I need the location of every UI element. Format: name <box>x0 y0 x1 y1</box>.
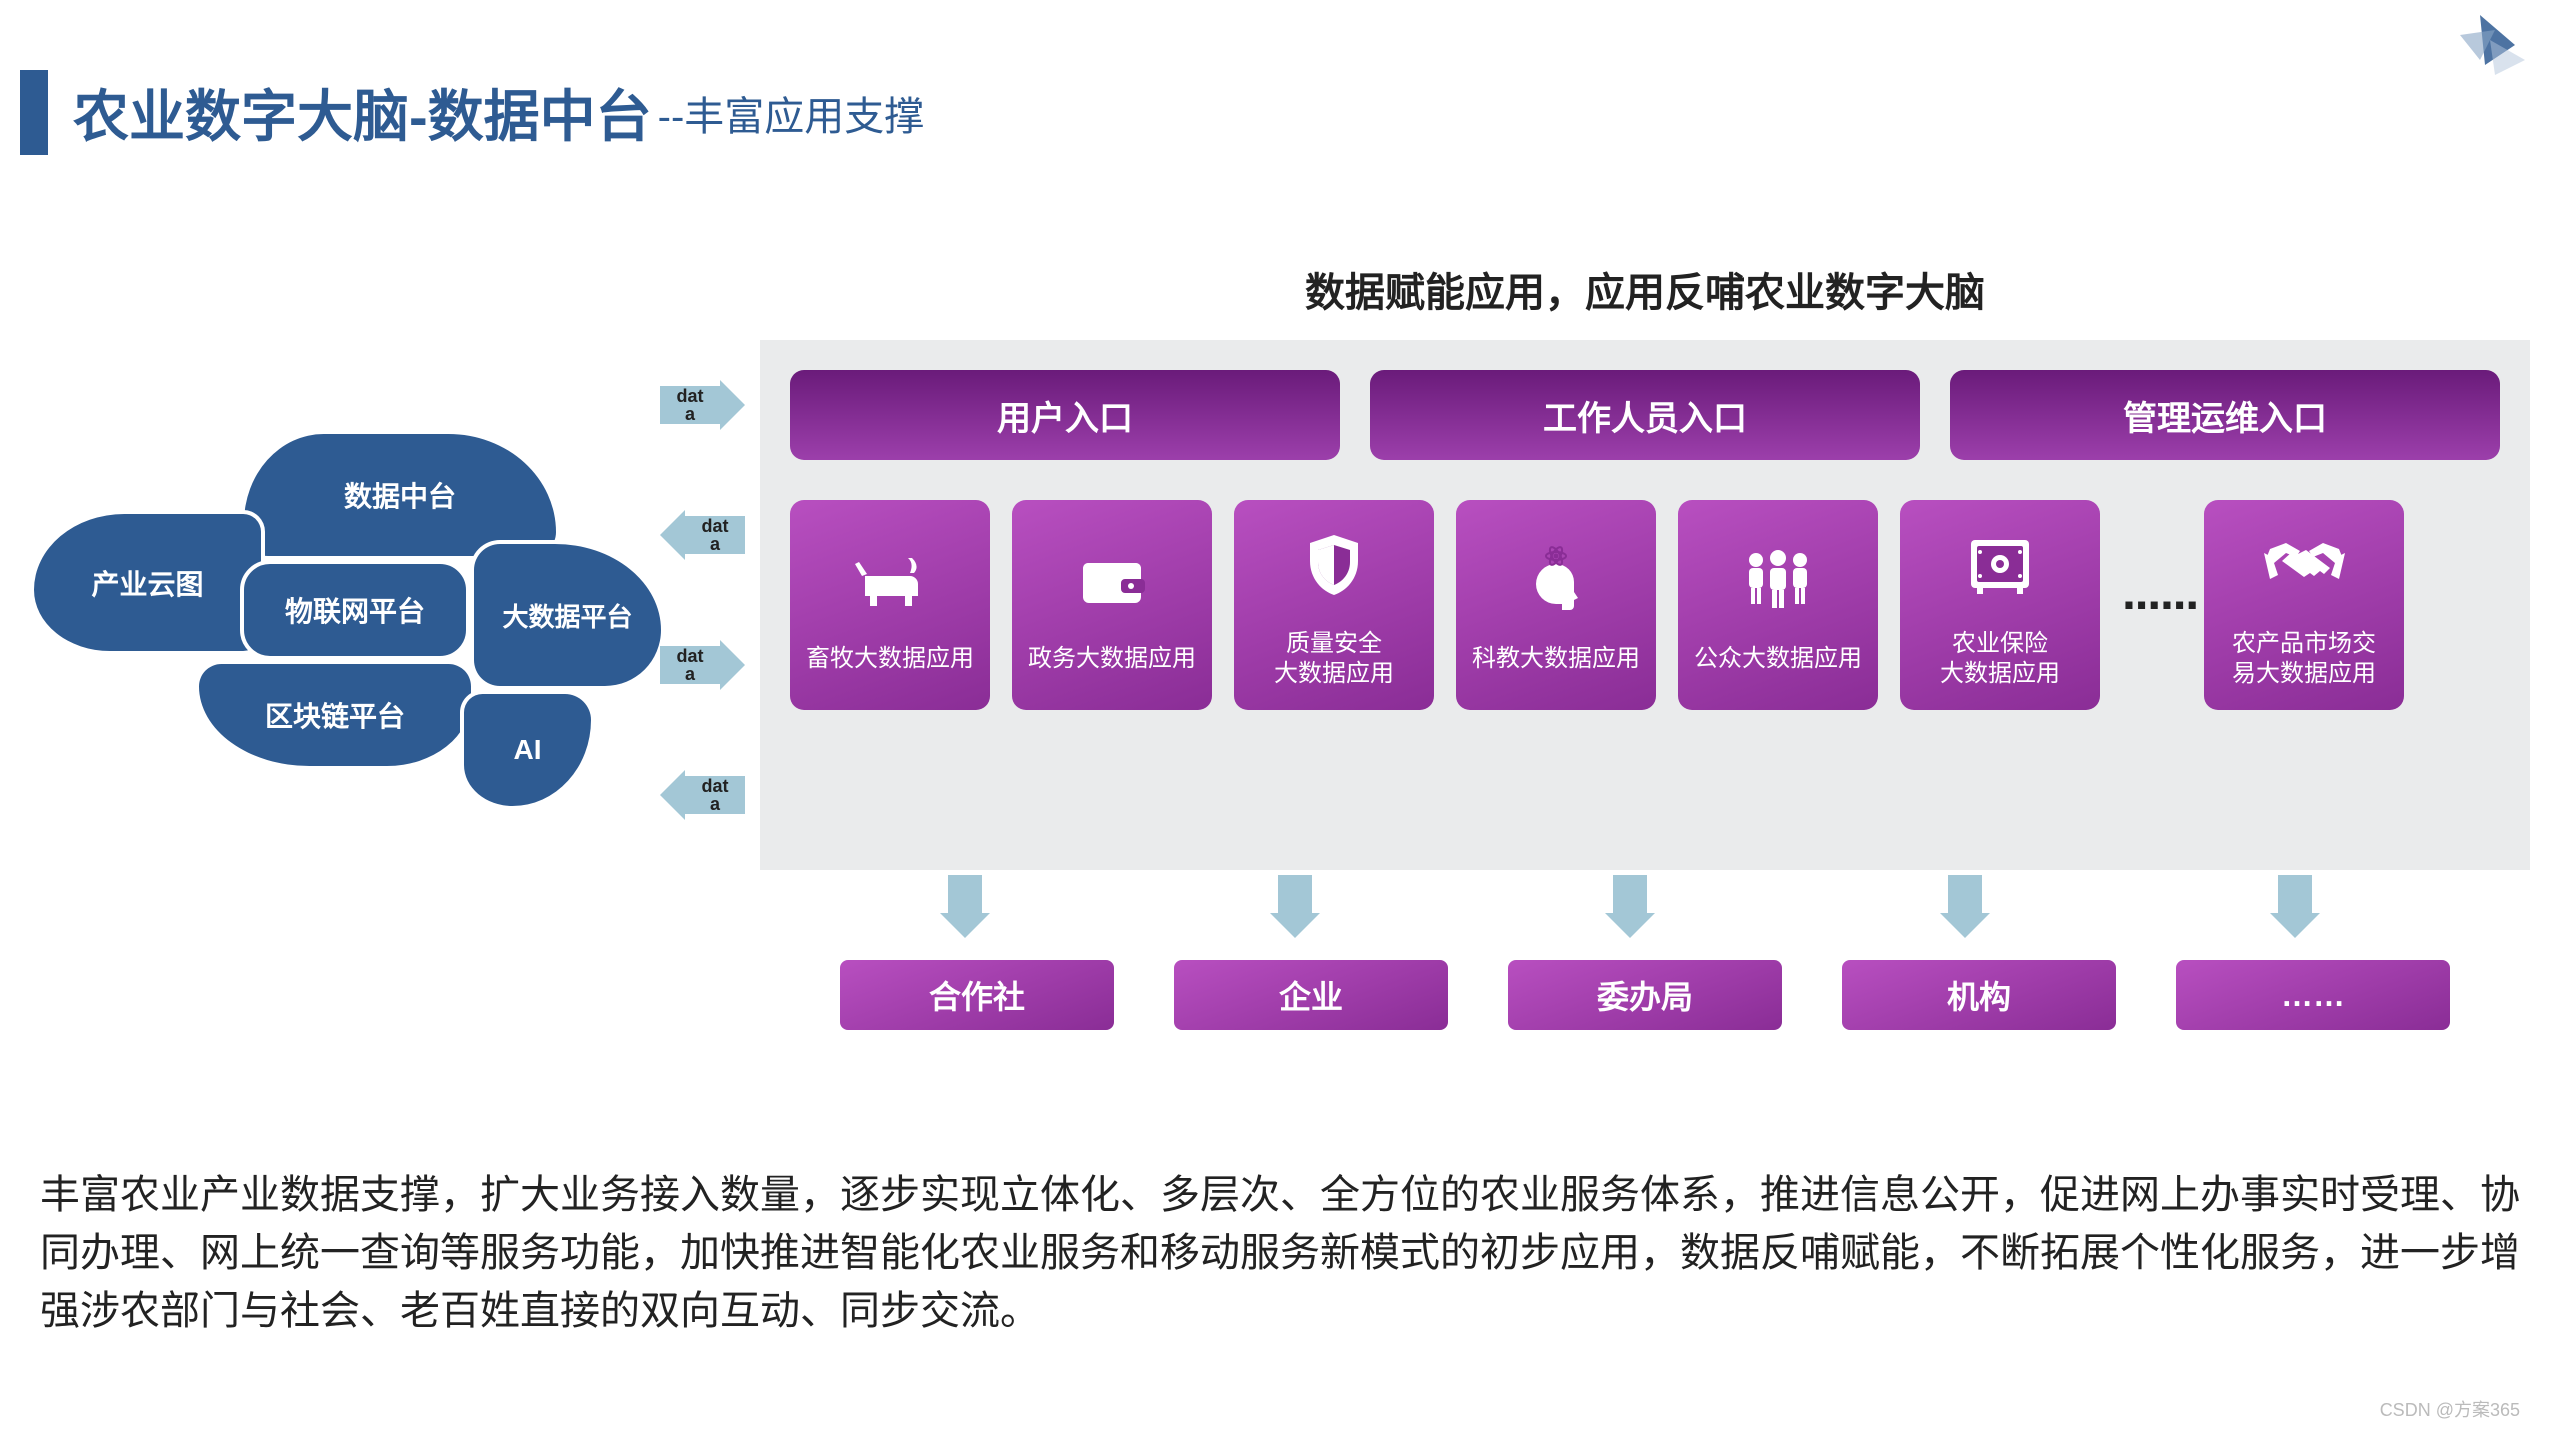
cow-icon <box>850 536 930 626</box>
bottom-boxes-row: 合作社企业委办局机构 …… <box>760 960 2530 1030</box>
app-box: 畜牧大数据应用 <box>790 500 990 710</box>
brain-lobe-label: 大数据平台 <box>502 597 632 634</box>
app-box: 政务大数据应用 <box>1012 500 1212 710</box>
bottom-box: 机构 <box>1842 960 2116 1030</box>
apps-row: 畜牧大数据应用 政务大数据应用 质量安全大数据应用 科教大数据应用 公众大数据应用 农业保… <box>790 500 2500 710</box>
entry-box: 用户入口 <box>790 370 1340 460</box>
app-label: 农业保险大数据应用 <box>1940 629 2060 689</box>
down-arrow-icon <box>940 875 990 938</box>
brain-lobe-label: AI <box>514 734 542 766</box>
bottom-box: 委办局 <box>1508 960 1782 1030</box>
brain-lobe-blockchain-platform: 区块链平台 <box>195 660 475 770</box>
brain-graphic: 数据中台 产业云图 物联网平台 大数据平台 区块链平台 AI <box>30 430 660 830</box>
brain-lobe-bigdata-platform: 大数据平台 <box>470 540 665 690</box>
app-label: 质量安全大数据应用 <box>1274 629 1394 689</box>
title-main: 农业数字大脑-数据中台 <box>73 72 652 153</box>
app-label: 农产品市场交易大数据应用 <box>2232 629 2376 689</box>
entries-row: 用户入口工作人员入口管理运维入口 <box>790 370 2500 460</box>
people-icon <box>1738 536 1818 626</box>
brain-lobe-label: 产业云图 <box>91 563 203 603</box>
brain-lobe-iot-platform: 物联网平台 <box>240 560 470 660</box>
arrow-label: data <box>685 776 745 814</box>
data-arrow: data <box>660 770 750 820</box>
brain-lobe-ai: AI <box>460 690 595 810</box>
page-title-bar: 农业数字大脑-数据中台 --丰富应用支撑 <box>20 70 924 155</box>
app-label: 公众大数据应用 <box>1694 644 1862 674</box>
arrow-head-left-icon <box>660 510 685 560</box>
brain-lobe-label: 区块链平台 <box>265 695 405 735</box>
app-label: 政务大数据应用 <box>1028 644 1196 674</box>
arrow-label: data <box>660 646 720 684</box>
down-arrow-icon <box>1940 875 1990 938</box>
app-box: 质量安全大数据应用 <box>1234 500 1434 710</box>
title-accent-bar <box>20 70 48 155</box>
section-title: 数据赋能应用，应用反哺农业数字大脑 <box>760 260 2530 318</box>
brain-lobe-label: 物联网平台 <box>285 590 425 630</box>
ellipsis-dots: ······ <box>2122 576 2182 634</box>
bottom-box: 合作社 <box>840 960 1114 1030</box>
handshake-icon <box>2262 521 2347 611</box>
main-diagram: 数据中台 产业云图 物联网平台 大数据平台 区块链平台 AI data data d… <box>30 260 2530 1040</box>
brain-lobe-industry-cloud: 产业云图 <box>30 510 265 655</box>
down-arrow-icon <box>1270 875 1320 938</box>
app-box: 农产品市场交易大数据应用 <box>2204 500 2404 710</box>
app-box: 公众大数据应用 <box>1678 500 1878 710</box>
description-text: 丰富农业产业数据支撑，扩大业务接入数量，逐步实现立体化、多层次、全方位的农业服务… <box>40 1166 2520 1340</box>
atom-head-icon <box>1526 536 1586 626</box>
watermark: CSDN @方案365 <box>2380 1396 2520 1422</box>
corner-decoration <box>2440 10 2530 105</box>
arrow-label: data <box>660 386 720 424</box>
app-box: 科教大数据应用 <box>1456 500 1656 710</box>
applications-panel: 用户入口工作人员入口管理运维入口 畜牧大数据应用 政务大数据应用 质量安全大数据应用… <box>760 340 2530 870</box>
app-box: 农业保险大数据应用 <box>1900 500 2100 710</box>
entry-box: 管理运维入口 <box>1950 370 2500 460</box>
brain-lobe-label: 数据中台 <box>344 475 456 515</box>
arrow-head-right-icon <box>720 380 745 430</box>
data-arrow: data <box>660 380 750 430</box>
wallet-icon <box>1077 536 1147 626</box>
bottom-box: …… <box>2176 960 2450 1030</box>
app-label: 科教大数据应用 <box>1472 644 1640 674</box>
arrow-head-left-icon <box>660 770 685 820</box>
entry-box: 工作人员入口 <box>1370 370 1920 460</box>
data-arrow: data <box>660 640 750 690</box>
arrow-label: data <box>685 516 745 554</box>
arrow-head-right-icon <box>720 640 745 690</box>
down-arrow-icon <box>2270 875 2320 938</box>
title-sub: --丰富应用支撑 <box>658 84 925 142</box>
app-label: 畜牧大数据应用 <box>806 644 974 674</box>
shield-icon <box>1304 521 1364 611</box>
bottom-box: 企业 <box>1174 960 1448 1030</box>
down-arrow-icon <box>1605 875 1655 938</box>
safe-icon <box>1965 521 2035 611</box>
down-arrows-row <box>760 875 2530 955</box>
data-arrow: data <box>660 510 750 560</box>
